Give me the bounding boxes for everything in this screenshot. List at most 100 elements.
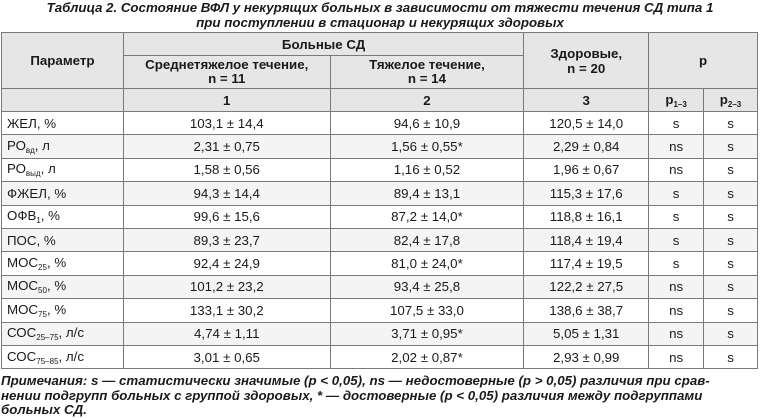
data-table: Параметр Больные СД Здоровые, n = 20 р С…: [1, 32, 758, 370]
parameter-name: РО: [7, 161, 26, 177]
p-value-1-3: s: [648, 181, 705, 206]
parameter-cell: ЖЕЛ, %: [1, 110, 124, 136]
header-p23-base: р: [719, 91, 728, 107]
header-parameter: Параметр: [1, 32, 124, 89]
value-severe: 1,16 ± 0,52: [329, 157, 525, 183]
table-row: ОФВ1, % 99,6 ± 15,6 87,2 ± 14,0* 118,8 ± 16…: [1, 204, 758, 229]
value-healthy: 122,2 ± 27,5: [523, 274, 650, 300]
table-notes: Примечания: s — статистически значимые (…: [1, 373, 758, 418]
notes-line-3: больных СД.: [1, 402, 87, 418]
value-healthy: 115,3 ± 17,6: [523, 181, 650, 206]
parameter-unit: , л: [34, 138, 50, 154]
value-severe: 81,0 ± 24,0*: [329, 251, 525, 276]
value-healthy: 2,29 ± 0,84: [523, 134, 650, 159]
parameter-name: МОС: [7, 301, 39, 317]
parameter-unit: , %: [40, 208, 60, 224]
table-row: РОвд, л 2,31 ± 0,75 1,56 ± 0,55* 2,29 ± 0,8…: [1, 134, 758, 159]
header-moderate: Среднетяжелое течение, n = 11: [122, 55, 331, 89]
table-row: ФЖЕЛ, % 94,3 ± 14,4 89,4 ± 13,1 115,3 ± 17,…: [1, 181, 758, 206]
p-value-2-3: s: [703, 251, 758, 276]
notes-line-1: Примечания: s — статистически значимые (…: [1, 373, 710, 388]
p-value-1-3: ns: [648, 134, 705, 159]
header-p13-base: р: [665, 91, 674, 107]
parameter-name: СОС: [7, 325, 37, 341]
parameter-cell: ОФВ1, %: [1, 204, 124, 229]
value-moderate: 1,58 ± 0,56: [122, 157, 331, 183]
p-value-2-3: s: [703, 227, 758, 253]
parameter-unit: , л/с: [58, 348, 85, 364]
parameter-cell: СОС25–75, л/с: [1, 321, 124, 346]
header-severe: Тяжелое течение, n = 14: [329, 55, 525, 89]
p-value-2-3: s: [703, 344, 758, 370]
p-value-2-3: s: [703, 274, 758, 300]
table-body: ЖЕЛ, % 103,1 ± 14,4 94,6 ± 10,9 120,5 ± 14,…: [1, 110, 758, 370]
value-healthy: 120,5 ± 14,0: [523, 110, 650, 136]
value-healthy: 118,8 ± 16,1: [523, 204, 650, 229]
p-value-1-3: ns: [648, 344, 705, 370]
table-row: ЖЕЛ, % 103,1 ± 14,4 94,6 ± 10,9 120,5 ± 14,…: [1, 110, 758, 136]
parameter-name: МОС: [7, 255, 39, 271]
caption-line-2: при поступлении в стационар и некурящих …: [196, 15, 564, 30]
parameter-subscript: 75: [38, 309, 47, 319]
p-value-1-3: s: [648, 204, 705, 229]
value-moderate: 101,2 ± 23,2: [122, 274, 331, 300]
parameter-subscript: 25–75: [36, 333, 59, 343]
parameter-unit: , %: [46, 185, 67, 201]
value-severe: 2,02 ± 0,87*: [329, 344, 525, 370]
value-severe: 1,56 ± 0,55*: [329, 134, 525, 159]
parameter-name: ОФВ: [7, 208, 37, 224]
p-value-1-3: s: [648, 110, 705, 136]
parameter-unit: , л: [40, 161, 56, 177]
parameter-name: МОС: [7, 278, 39, 294]
value-moderate: 99,6 ± 15,6: [122, 204, 331, 229]
parameter-subscript: вд: [25, 146, 35, 156]
header-p13-sub: 1–3: [673, 99, 687, 109]
value-moderate: 133,1 ± 30,2: [122, 298, 331, 323]
value-moderate: 92,4 ± 24,9: [122, 251, 331, 276]
p-value-1-3: ns: [648, 157, 705, 183]
table-row: СОС75–85, л/с 3,01 ± 0,65 2,02 ± 0,87* 2,93…: [1, 344, 758, 370]
header-sick-group: Больные СД: [122, 32, 525, 56]
parameter-unit: , %: [46, 255, 67, 271]
header-col-1: 1: [122, 88, 331, 112]
value-severe: 89,4 ± 13,1: [329, 181, 525, 206]
parameter-subscript: 25: [38, 263, 47, 273]
p-value-2-3: s: [703, 298, 758, 323]
parameter-subscript: 75–85: [36, 356, 59, 366]
header-healthy-label: Здоровые,: [550, 45, 623, 61]
header-p13: р1–3: [648, 88, 705, 112]
parameter-cell: РОвд, л: [1, 134, 124, 159]
parameter-name: ПОС: [7, 232, 37, 248]
parameter-unit: , %: [36, 115, 57, 131]
table-row: ПОС, % 89,3 ± 23,7 82,4 ± 17,8 118,4 ± 19,4…: [1, 227, 758, 253]
value-moderate: 89,3 ± 23,7: [122, 227, 331, 253]
header-healthy-n: n = 20: [567, 60, 606, 76]
header-moderate-label: Среднетяжелое течение,: [145, 57, 309, 72]
value-moderate: 4,74 ± 1,11: [122, 321, 331, 346]
value-severe: 94,6 ± 10,9: [329, 110, 525, 136]
header-empty: [1, 88, 124, 112]
parameter-unit: , %: [36, 232, 56, 248]
parameter-cell: МОС25, %: [1, 251, 124, 276]
parameter-name: СОС: [7, 348, 37, 364]
value-severe: 87,2 ± 14,0*: [329, 204, 525, 229]
value-healthy: 2,93 ± 0,99: [523, 344, 650, 370]
p-value-2-3: s: [703, 157, 758, 183]
caption-line-1: Таблица 2. Состояние ВФЛ у некурящих бол…: [46, 0, 714, 15]
value-moderate: 94,3 ± 14,4: [122, 181, 331, 206]
parameter-cell: ПОС, %: [1, 227, 124, 253]
value-moderate: 3,01 ± 0,65: [122, 344, 331, 370]
value-moderate: 2,31 ± 0,75: [122, 134, 331, 159]
value-healthy: 1,96 ± 0,67: [523, 157, 650, 183]
header-p: р: [648, 32, 758, 89]
parameter-unit: , %: [46, 301, 67, 317]
header-severe-n: n = 14: [407, 71, 446, 86]
parameter-subscript: 50: [38, 286, 47, 296]
parameter-cell: МОС50, %: [1, 274, 124, 300]
table-row: МОС25, % 92,4 ± 24,9 81,0 ± 24,0* 117,4 ± 1…: [1, 251, 758, 276]
p-value-1-3: ns: [648, 321, 705, 346]
p-value-2-3: s: [703, 204, 758, 229]
table-row: СОС25–75, л/с 4,74 ± 1,11 3,71 ± 0,95* 5,05…: [1, 321, 758, 346]
parameter-cell: МОС75, %: [1, 298, 124, 323]
header-healthy: Здоровые, n = 20: [523, 32, 650, 89]
